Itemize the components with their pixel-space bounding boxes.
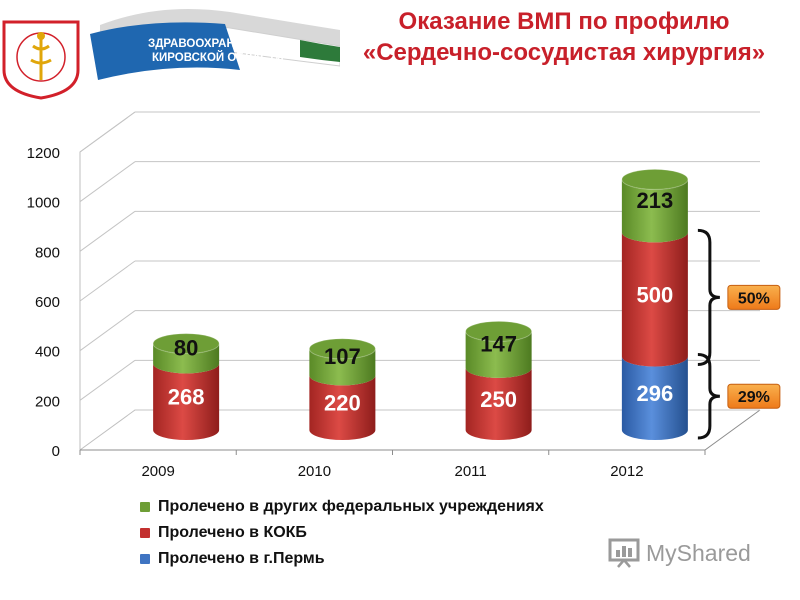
legend-swatch-kokb xyxy=(140,528,150,538)
x-tick-label: 2011 xyxy=(454,463,486,480)
bar-segment xyxy=(309,375,376,440)
annotation-label: 50% xyxy=(738,290,770,307)
y-tick-label: 1000 xyxy=(27,195,60,212)
y-tick-label: 600 xyxy=(35,294,60,311)
annotation-box xyxy=(727,383,781,409)
data-label: 296 xyxy=(637,381,674,406)
legend-item-kokb: Пролечено в КОКБ xyxy=(140,520,544,546)
data-label: 147 xyxy=(480,332,517,357)
legend-swatch-perm xyxy=(140,554,150,564)
bar-top xyxy=(152,333,220,355)
y-tick-label: 0 xyxy=(52,443,60,460)
legend-item-perm: Пролечено в г.Пермь xyxy=(140,546,544,572)
y-tick-label: 1200 xyxy=(27,145,60,162)
bar-top xyxy=(465,320,533,342)
bar-segment xyxy=(153,343,220,374)
chart-annotations: 50% 29% xyxy=(697,228,781,440)
annotation-box xyxy=(727,284,781,310)
data-label: 107 xyxy=(324,344,361,369)
page-title: Оказание ВМП по профилю «Сердечно-сосуди… xyxy=(330,6,798,68)
gridline-diagonal xyxy=(79,161,136,203)
legend-label-kokb: Пролечено в КОКБ xyxy=(158,524,307,541)
title-line-2: «Сердечно-сосудистая хирургия» xyxy=(362,39,766,66)
legend-swatch-federal xyxy=(140,502,150,512)
header-banner: ЗДРАВООХРАНЕНИЕ КИРОВСКОЙ ОБЛАСТИ xyxy=(2,8,340,100)
data-label: 250 xyxy=(480,387,517,412)
y-tick-label: 200 xyxy=(35,393,60,410)
gridline-diagonal xyxy=(79,210,136,252)
bar-top xyxy=(308,338,376,360)
bar-segment xyxy=(465,367,532,440)
bar-segment xyxy=(465,331,532,378)
presentation-icon xyxy=(608,538,640,568)
legend-item-federal: Пролечено в других федеральных учреждени… xyxy=(140,494,544,520)
gridline-diagonal xyxy=(79,359,136,401)
gridline-diagonal xyxy=(79,310,136,352)
gridline-diagonal xyxy=(79,260,136,302)
y-tick-label: 800 xyxy=(35,244,60,261)
data-label: 213 xyxy=(637,188,674,213)
stacked-bar-chart: 0 200 400 600 800 1000 1200 2009 2010 2011 2012 26… xyxy=(27,111,781,480)
data-label: 268 xyxy=(168,385,205,410)
data-label: 80 xyxy=(174,336,198,361)
y-tick-label: 400 xyxy=(35,344,60,361)
chart-legend: Пролечено в других федеральных учреждени… xyxy=(140,494,544,572)
data-label: 500 xyxy=(637,282,674,307)
bar-segment xyxy=(621,179,688,243)
bar-top xyxy=(621,168,689,190)
chart-axes: 0 200 400 600 800 1000 1200 2009 2010 2011 2012 xyxy=(27,145,706,480)
chart-bars: 268 80 220 107 250 147 296 500 213 xyxy=(152,168,689,440)
watermark: MyShared xyxy=(608,538,751,568)
annotation-brace xyxy=(697,352,720,440)
title-line-1: Оказание ВМП по профилю xyxy=(398,8,730,35)
bar-segment xyxy=(621,356,688,440)
org-name-line1: ЗДРАВООХРАНЕНИЕ xyxy=(148,38,267,50)
legend-label-federal: Пролечено в других федеральных учреждени… xyxy=(158,498,544,515)
gridline-diagonal xyxy=(79,111,136,153)
x-tick-label: 2009 xyxy=(141,463,174,480)
x-tick-label: 2010 xyxy=(298,463,331,480)
data-label: 220 xyxy=(324,391,361,416)
watermark-text: MyShared xyxy=(646,539,751,566)
org-name-line2: КИРОВСКОЙ ОБЛАСТИ xyxy=(152,51,284,64)
bar-segment xyxy=(153,363,220,440)
bar-segment xyxy=(309,348,376,386)
legend-label-perm: Пролечено в г.Пермь xyxy=(158,550,325,567)
annotation-brace xyxy=(697,228,720,366)
x-tick-label: 2012 xyxy=(610,463,643,480)
annotation-label: 29% xyxy=(738,389,770,406)
bar-segment xyxy=(621,232,688,367)
